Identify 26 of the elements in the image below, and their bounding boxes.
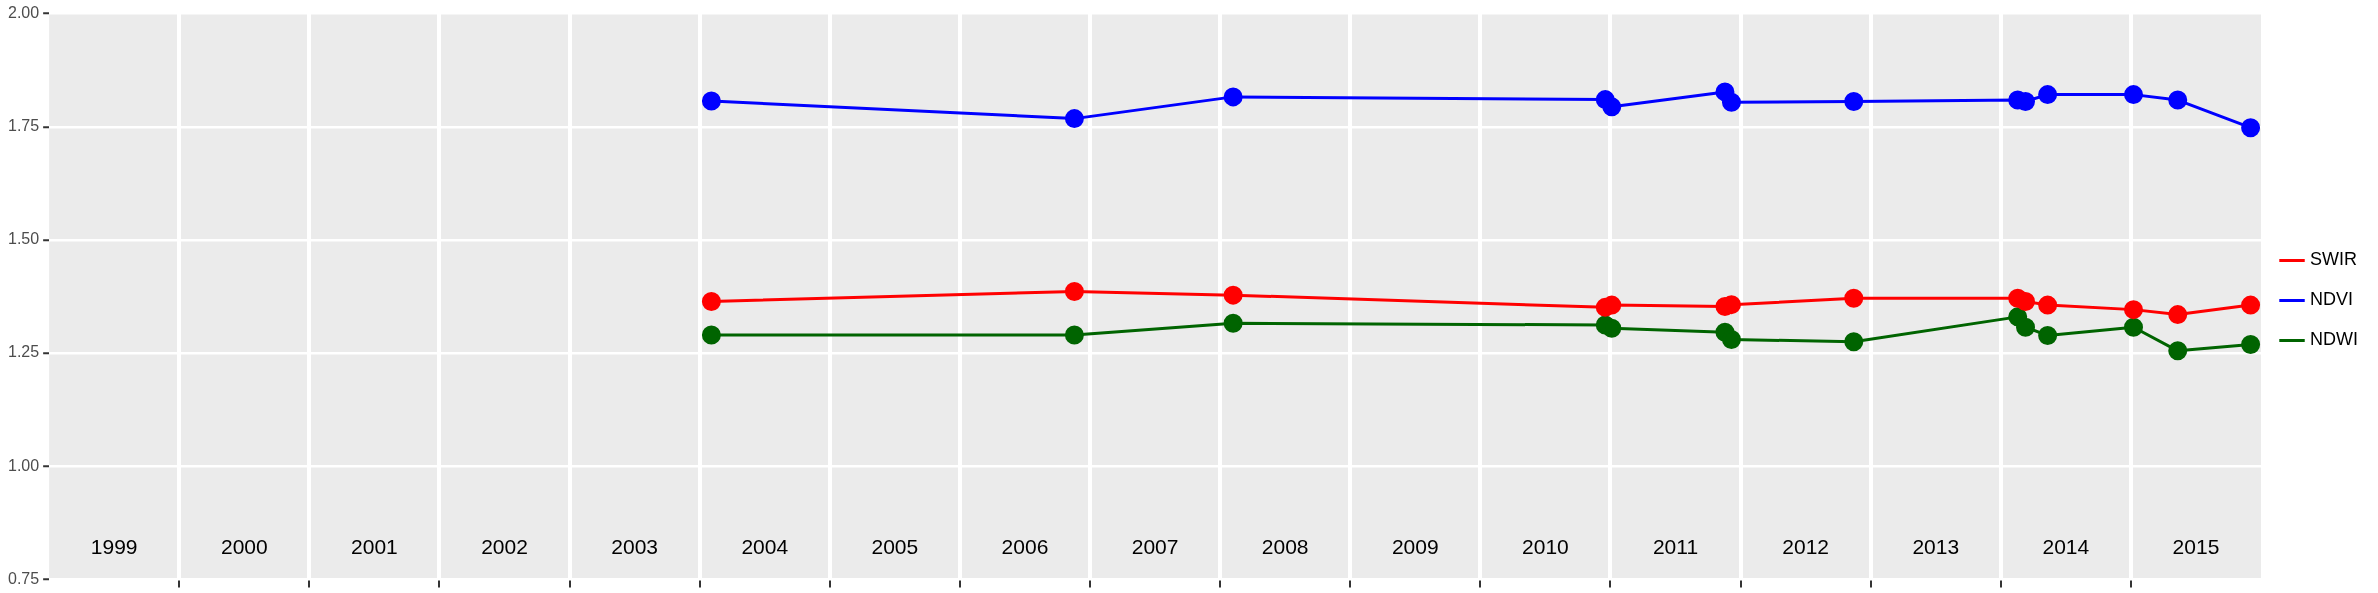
legend-label: NDVI bbox=[2310, 289, 2354, 310]
x-tick-label: 2006 bbox=[1001, 534, 1049, 558]
x-tick-label: 2012 bbox=[1782, 534, 1829, 558]
x-tick-label: 2015 bbox=[2172, 534, 2220, 558]
x-tick-label: 2010 bbox=[1522, 534, 1569, 558]
y-tick-label: 1.75 bbox=[8, 117, 40, 135]
x-tick-label: 2009 bbox=[1391, 534, 1439, 558]
y-tick-label: 1.50 bbox=[8, 230, 40, 248]
y-tick-label: 1.00 bbox=[8, 456, 40, 474]
x-tick-label: 2001 bbox=[351, 534, 398, 558]
x-tick-label: 2011 bbox=[1652, 534, 1699, 558]
x-tick-label: 2003 bbox=[611, 534, 658, 558]
legend-label: SWIR bbox=[2310, 249, 2358, 270]
x-tick-label: 2008 bbox=[1261, 534, 1309, 558]
x-tick-label: 2014 bbox=[2042, 534, 2090, 558]
x-tick-label: 2005 bbox=[871, 534, 919, 558]
y-tick-label: 0.75 bbox=[8, 569, 40, 587]
x-tick-label: 1999 bbox=[90, 534, 138, 558]
x-tick-label: 2000 bbox=[220, 534, 268, 558]
x-tick-label: 2007 bbox=[1131, 534, 1179, 558]
legend-label: NDWI bbox=[2310, 329, 2359, 350]
x-tick-label: 2004 bbox=[741, 534, 789, 558]
y-tick-label: 1.25 bbox=[8, 343, 40, 361]
y-tick-label: 2.00 bbox=[8, 4, 40, 22]
x-tick-label: 2013 bbox=[1912, 534, 1960, 558]
x-tick-label: 2002 bbox=[481, 534, 528, 558]
